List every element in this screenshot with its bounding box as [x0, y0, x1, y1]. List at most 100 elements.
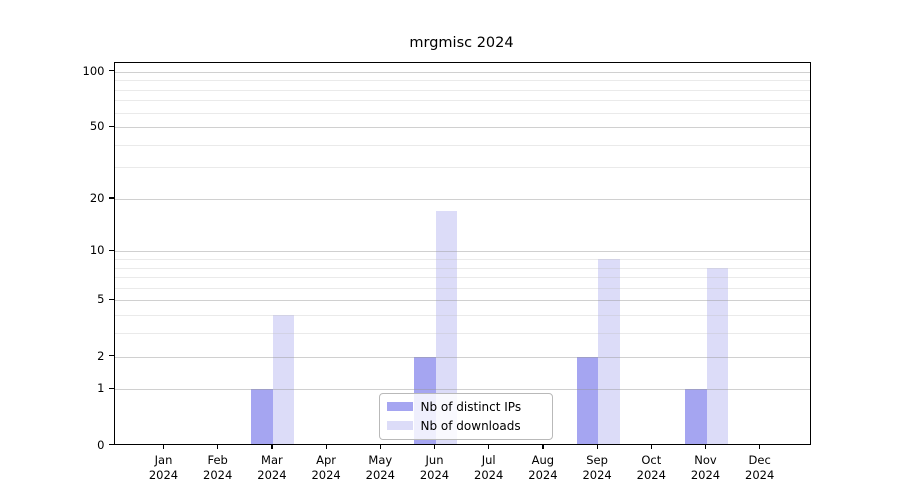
month-label: Mar: [261, 452, 283, 467]
chart-title: mrgmisc 2024: [409, 35, 514, 51]
y-tick-label-1: 1: [97, 381, 105, 396]
x-tick-sep: [596, 444, 598, 449]
major-gridline-20: [114, 198, 810, 200]
x-tick-jun: [434, 444, 436, 449]
month-label: Oct: [641, 452, 662, 467]
major-gridline-10: [114, 251, 810, 253]
x-tick-mar: [271, 444, 273, 449]
y-tick-1: [108, 387, 114, 390]
x-tick-apr: [325, 444, 327, 449]
x-tick-oct: [650, 444, 652, 449]
month-label: Aug: [531, 452, 555, 467]
legend-swatch-distinct-ips: [386, 402, 413, 411]
x-tick-jan: [163, 444, 165, 449]
month-label: Jul: [481, 452, 496, 467]
y-tick-label-100: 100: [82, 63, 105, 78]
month-label: Dec: [748, 452, 771, 467]
minor-gridline-6: [114, 287, 810, 289]
x-tick-label-may: May 2024: [366, 453, 395, 484]
minor-gridline-80: [114, 89, 810, 91]
bar-sep-ips: [576, 356, 599, 445]
minor-gridline-90: [114, 80, 810, 82]
x-tick-may: [379, 444, 381, 449]
x-tick-dec: [759, 444, 761, 449]
y-tick-label-5: 5: [97, 292, 105, 307]
y-tick-2: [108, 355, 114, 357]
minor-gridline-60: [114, 112, 810, 114]
x-tick-label-aug: Aug 2024: [528, 453, 557, 484]
x-tick-label-jun: Jun 2024: [420, 453, 449, 484]
year-label: 2024: [582, 468, 612, 482]
major-gridline-100: [114, 71, 810, 73]
legend-label-downloads: Nb of downloads: [420, 418, 521, 433]
bar-nov-downloads: [706, 267, 728, 445]
x-tick-label-dec: Dec 2024: [745, 453, 774, 484]
y-tick-label-50: 50: [89, 119, 105, 134]
year-label: 2024: [690, 468, 721, 482]
y-tick-label-0: 0: [97, 437, 105, 452]
year-label: 2024: [148, 468, 179, 482]
y-tick-20: [108, 197, 114, 199]
x-tick-label-sep: Sep 2024: [582, 453, 611, 484]
minor-gridline-40: [114, 144, 810, 146]
x-tick-nov: [705, 444, 707, 449]
y-tick-0: [108, 444, 114, 446]
year-label: 2024: [311, 468, 341, 482]
year-label: 2024: [257, 468, 287, 482]
x-tick-aug: [542, 444, 544, 449]
month-label: Nov: [694, 452, 717, 467]
year-label: 2024: [474, 468, 504, 482]
major-gridline-50: [114, 127, 810, 129]
minor-gridline-30: [114, 167, 810, 169]
year-label: 2024: [365, 468, 395, 482]
month-label: May: [368, 452, 393, 467]
legend-item-downloads: Nb of downloads: [386, 418, 543, 433]
bar-mar-downloads: [272, 315, 295, 445]
month-label: Apr: [316, 452, 337, 467]
bar-sep-downloads: [598, 259, 620, 445]
x-tick-feb: [217, 444, 219, 449]
y-tick-label-10: 10: [89, 243, 105, 258]
month-label: Feb: [207, 452, 228, 467]
x-tick-label-jan: Jan 2024: [149, 453, 178, 484]
month-label: Jan: [154, 452, 173, 467]
minor-gridline-7: [114, 277, 810, 279]
grid-layer: [114, 63, 810, 444]
x-tick-label-feb: Feb 2024: [203, 453, 232, 484]
minor-gridline-8: [114, 267, 810, 269]
y-tick-10: [108, 249, 114, 251]
year-label: 2024: [203, 468, 233, 482]
y-tick-100: [108, 70, 114, 72]
year-label: 2024: [636, 468, 666, 482]
y-tick-label-20: 20: [89, 190, 105, 205]
year-label: 2024: [528, 468, 558, 482]
month-label: Jun: [425, 452, 444, 467]
x-tick-label-apr: Apr 2024: [311, 453, 340, 484]
x-tick-label-nov: Nov 2024: [691, 453, 720, 484]
major-gridline-2: [114, 356, 810, 358]
x-tick-label-mar: Mar 2024: [257, 453, 286, 484]
year-label: 2024: [419, 468, 450, 482]
y-tick-5: [108, 298, 114, 301]
minor-gridline-9: [114, 259, 810, 260]
x-tick-label-jul: Jul 2024: [474, 453, 503, 484]
minor-gridline-4: [114, 315, 810, 317]
plot-area: Nb of distinct IPs Nb of downloads: [113, 61, 811, 445]
x-tick-jul: [488, 444, 490, 449]
x-tick-label-oct: Oct 2024: [637, 453, 666, 484]
bar-nov-ips: [685, 389, 707, 445]
major-gridline-5: [114, 300, 810, 302]
y-tick-label-2: 2: [97, 348, 105, 363]
month-label: Sep: [586, 452, 608, 467]
legend-swatch-downloads: [386, 421, 413, 430]
bars-layer: [115, 63, 810, 445]
year-label: 2024: [745, 468, 775, 482]
legend-label-distinct-ips: Nb of distinct IPs: [420, 399, 522, 414]
minor-gridline-70: [114, 100, 810, 102]
legend-item-distinct-ips: Nb of distinct IPs: [386, 399, 543, 414]
legend: Nb of distinct IPs Nb of downloads: [378, 392, 553, 440]
bar-mar-ips: [251, 389, 273, 445]
minor-gridline-3: [114, 333, 810, 335]
y-tick-50: [108, 125, 114, 127]
